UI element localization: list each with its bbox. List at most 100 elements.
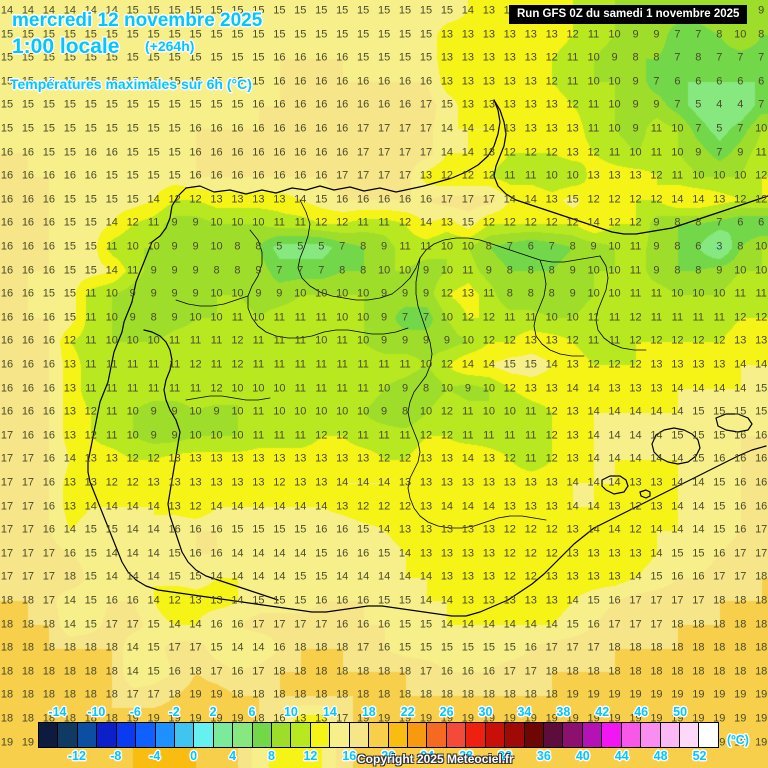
grid-value: 7 [716,146,723,159]
color-scale-swatch [641,723,661,747]
grid-value: 12 [566,334,579,347]
grid-value: 14 [671,405,684,418]
grid-value: 10 [105,287,118,300]
grid-value: 18 [0,688,14,701]
grid-value: 15 [315,570,328,583]
color-scale-swatch [136,723,156,747]
grid-value: 15 [42,287,56,300]
grid-value: 14 [587,405,600,418]
grid-value: 8 [674,216,681,229]
grid-value: 19 [210,712,223,725]
color-scale-swatch [563,723,583,747]
grid-value: 13 [147,476,160,489]
grid-value: 14 [671,476,684,489]
grid-value: 13 [755,334,768,347]
grid-value: 19 [566,712,579,725]
grid-value: 13 [545,594,558,607]
grid-value: 13 [440,452,454,465]
grid-value: 15 [63,240,76,253]
grid-value: 18 [713,665,726,678]
grid-value: 11 [734,287,746,300]
grid-value: 10 [608,75,621,88]
grid-value: 16 [105,146,118,159]
grid-value: 15 [231,4,244,17]
grid-value: 16 [252,122,265,135]
grid-value: 16 [21,405,35,418]
grid-value: 15 [63,287,76,300]
grid-value: 12 [608,216,621,229]
grid-value: 11 [357,429,369,442]
color-scale-tick-label: 4 [229,749,237,763]
grid-value: 16 [273,169,286,182]
grid-value: 13 [545,28,558,41]
grid-value: 10 [440,382,454,395]
grid-value: 10 [231,382,244,395]
grid-value: 10 [105,311,118,324]
grid-value: 14 [377,523,391,536]
grid-value: 16 [42,405,56,418]
grid-value: 14 [147,523,160,536]
grid-value: 13 [189,594,202,607]
grid-value: 18 [42,665,56,678]
grid-value: 15 [168,122,181,135]
grid-value: 14 [440,618,454,631]
grid-value: 17 [482,193,495,206]
grid-value: 11 [294,429,307,442]
grid-value: 11 [357,216,369,229]
grid-value: 18 [294,688,307,701]
grid-value: 19 [755,688,768,701]
grid-value: 15 [21,28,35,41]
grid-value: 15 [84,51,97,64]
grid-value: 16 [336,122,349,135]
grid-value: 11 [273,334,286,347]
grid-value: 18 [692,641,705,654]
grid-value: 18 [42,688,56,701]
forecast-lead-label: (+264h) [145,38,195,54]
grid-value: 9 [171,240,178,253]
color-scale-tick-label: 44 [614,749,629,763]
grid-value: 17 [377,169,391,182]
grid-value: 11 [336,382,348,395]
grid-value: 15 [63,122,76,135]
grid-value: 13 [650,382,663,395]
grid-value: 13 [189,476,202,489]
grid-value: 14 [126,641,139,654]
grid-value: 15 [210,4,223,17]
grid-value: 13 [545,98,558,111]
grid-value: 16 [21,193,35,206]
grid-value: 11 [378,358,390,371]
grid-value: 12 [273,476,286,489]
grid-value: 13 [671,358,684,371]
grid-value: 16 [189,122,202,135]
grid-value: 18 [671,665,684,678]
grid-value: 15 [315,28,328,41]
grid-value: 15 [0,51,14,64]
grid-value: 16 [21,311,35,324]
grid-value: 16 [0,193,14,206]
grid-value: 15 [84,240,97,253]
grid-value: 13 [84,452,97,465]
grid-value: 14 [105,264,118,277]
grid-value: 18 [252,688,265,701]
grid-value: 14 [105,570,118,583]
grid-value: 13 [461,51,475,64]
grid-value: 15 [105,51,118,64]
grid-value: 13 [608,382,621,395]
grid-value: 16 [42,358,56,371]
grid-value: 19 [357,712,370,725]
grid-value: 18 [336,641,349,654]
grid-value: 16 [0,146,14,159]
grid-value: 16 [21,287,35,300]
grid-value: 16 [713,547,726,560]
grid-value: 11 [294,216,307,229]
grid-value: 11 [671,169,684,182]
grid-value: 15 [0,28,14,41]
grid-value: 11 [399,358,411,371]
grid-value: 9 [401,334,409,347]
grid-value: 13 [545,193,558,206]
grid-value: 14 [63,523,76,536]
grid-value: 13 [608,169,621,182]
grid-value: 15 [419,4,433,17]
grid-value: 15 [419,28,433,41]
color-scale-swatch [388,723,409,747]
